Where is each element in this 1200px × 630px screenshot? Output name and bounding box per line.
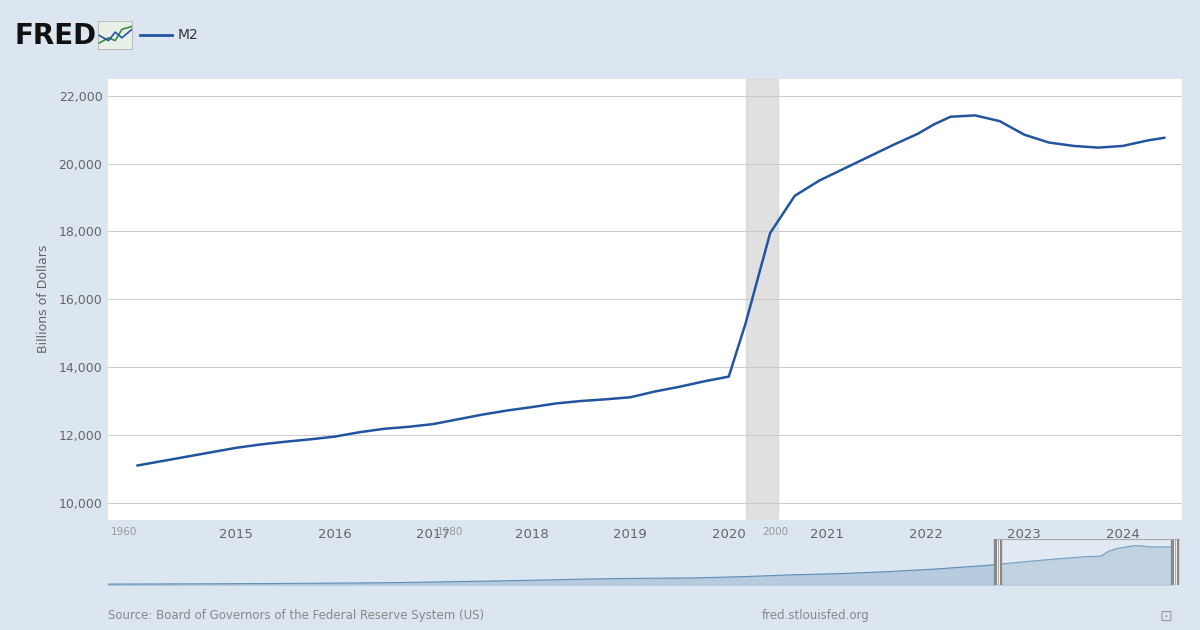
Text: Source: Board of Governors of the Federal Reserve System (US): Source: Board of Governors of the Federa… [108,609,484,622]
Bar [998,539,1176,585]
Text: 1960: 1960 [112,527,138,537]
Text: M2: M2 [178,28,198,42]
Text: 2000: 2000 [762,527,788,537]
Bar [745,79,778,520]
Bar [998,539,1176,585]
Text: 1980: 1980 [437,527,463,537]
Text: ⊡: ⊡ [1160,609,1172,624]
Text: FRED: FRED [14,22,96,50]
Y-axis label: Billions of Dollars: Billions of Dollars [37,245,50,353]
Text: fred.stlouisfed.org: fred.stlouisfed.org [762,609,870,622]
